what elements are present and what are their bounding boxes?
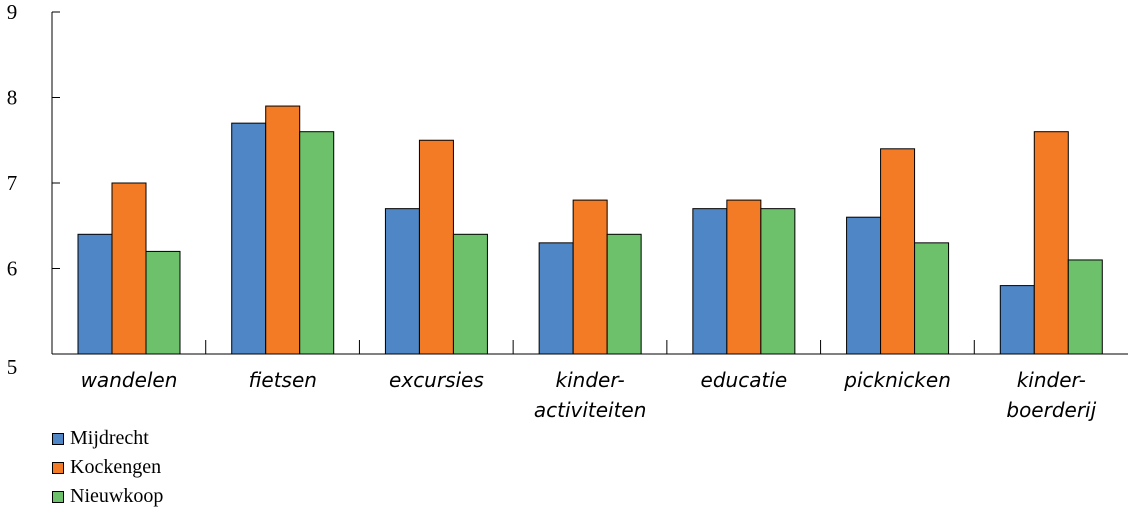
bar-mijdrecht-6 xyxy=(999,285,1035,355)
legend-label: Kockengen xyxy=(70,456,162,478)
bar-mijdrecht-1 xyxy=(231,122,267,355)
x-category-label: picknicken xyxy=(843,368,951,392)
bar-nieuwkoop-3 xyxy=(606,233,642,355)
bar-kockengen-2 xyxy=(418,139,454,355)
bar-mijdrecht-3 xyxy=(538,242,574,355)
bar-nieuwkoop-6 xyxy=(1067,259,1103,355)
legend-swatch xyxy=(52,490,64,503)
bar-mijdrecht-2 xyxy=(384,208,420,355)
bar-kockengen-1 xyxy=(265,105,301,355)
legend-item-kockengen: Kockengen xyxy=(52,453,163,482)
bar-mijdrecht-0 xyxy=(77,233,113,355)
legend-item-nieuwkoop: Nieuwkoop xyxy=(52,482,163,511)
bar-nieuwkoop-5 xyxy=(914,242,950,355)
x-category-label: activiteiten xyxy=(534,398,647,422)
bar-mijdrecht-4 xyxy=(692,208,728,355)
x-category-label: excursies xyxy=(389,368,484,392)
axes-group xyxy=(51,11,1128,355)
y-tick-label: 5 xyxy=(7,355,18,379)
x-category-label: boerderij xyxy=(1006,398,1096,422)
x-category-label: educatie xyxy=(701,368,788,392)
bar-mijdrecht-5 xyxy=(846,216,882,355)
y-tick-label: 8 xyxy=(7,86,18,110)
bar-nieuwkoop-4 xyxy=(760,208,796,355)
bar-nieuwkoop-2 xyxy=(452,233,488,355)
y-tick-label: 9 xyxy=(7,0,18,24)
legend-label: Mijdrecht xyxy=(70,427,149,449)
bar-kockengen-0 xyxy=(111,182,147,355)
y-tick-labels: 5 6 7 8 9 xyxy=(7,0,18,379)
y-tick-label: 6 xyxy=(7,257,18,281)
legend-item-mijdrecht: Mijdrecht xyxy=(52,424,163,453)
legend: Mijdrecht Kockengen Nieuwkoop xyxy=(52,424,163,511)
legend-swatch xyxy=(52,432,64,445)
bar-kockengen-5 xyxy=(880,148,916,355)
x-category-label: kinder- xyxy=(556,368,625,392)
y-tick-label: 7 xyxy=(7,171,18,195)
x-category-labels: wandelen fietsen excursies kinder-activitei… xyxy=(81,368,1097,422)
legend-label: Nieuwkoop xyxy=(70,485,164,507)
legend-swatch xyxy=(52,461,64,474)
x-category-label: wandelen xyxy=(81,368,178,392)
bar-kockengen-6 xyxy=(1033,131,1069,355)
bar-nieuwkoop-0 xyxy=(145,250,181,355)
x-category-label: fietsen xyxy=(248,368,316,392)
bar-kockengen-4 xyxy=(726,199,762,355)
bar-nieuwkoop-1 xyxy=(299,131,335,355)
x-category-label: kinder- xyxy=(1017,368,1086,392)
bars-group xyxy=(77,105,1103,355)
bar-kockengen-3 xyxy=(572,199,608,355)
